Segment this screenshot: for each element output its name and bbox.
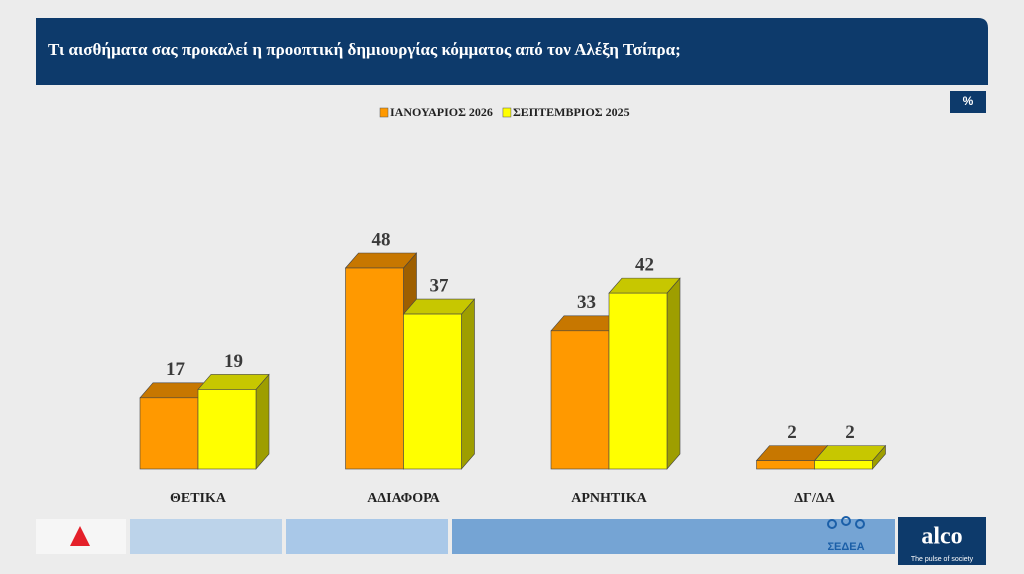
sedea-text: ΣΕΔΕΑ (827, 541, 864, 553)
data-label: 17 (166, 359, 186, 380)
bar (197, 389, 257, 470)
x-tick-label: ΘΕΤΙΚΑ (170, 491, 227, 506)
footer-box (452, 519, 895, 554)
legend-label: ΣΕΠΤΕΜΒΡΙΟΣ 2025 (513, 105, 630, 119)
data-label: 19 (224, 351, 243, 372)
unit-box (950, 91, 986, 113)
x-tick-label: ΔΓ/ΔΑ (794, 491, 835, 506)
data-label: 33 (577, 292, 596, 313)
legend-swatch (379, 107, 389, 118)
bar-side (461, 298, 475, 470)
data-label: 2 (845, 422, 855, 443)
bar (345, 267, 404, 470)
data-label: 42 (635, 254, 654, 275)
plot: ΘΕΤΙΚΑ 17 19 ΑΔΙΑΦΟΡΑ 48 37 ΑΡΝΗΤΙΚΑ 33 42 ΔΓ/ΔΑ 2… (139, 229, 887, 506)
legend-label: ΙΑΝΟΥΑΡΙΟΣ 2026 (390, 105, 493, 119)
sedea-logo (827, 519, 837, 529)
title-bar (36, 18, 988, 85)
footer-box (130, 519, 282, 554)
alco-tagline: The pulse of society (911, 556, 974, 563)
unit-label: % (963, 94, 974, 108)
alco-box (898, 517, 986, 565)
data-label: 37 (430, 275, 450, 296)
data-label: 48 (372, 229, 391, 250)
bar-side (255, 373, 270, 470)
alpha-logo (70, 526, 90, 546)
bar (814, 460, 873, 470)
alco-text: alco (921, 524, 962, 550)
x-tick-label: ΑΔΙΑΦΟΡΑ (367, 491, 440, 506)
data-label: 2 (787, 422, 797, 443)
sedea-logo (855, 519, 865, 529)
chart-title: Τι αισθήματα σας προκαλεί η προοπτική δη… (48, 40, 681, 59)
bar (403, 313, 462, 470)
footer-box (286, 519, 448, 554)
legend-swatch (502, 107, 512, 118)
x-tick-label: ΑΡΝΗΤΙΚΑ (571, 491, 647, 506)
legend: ΙΑΝΟΥΑΡΙΟΣ 2026 ΣΕΠΤΕΜΒΡΙΟΣ 2025 (379, 105, 630, 119)
bar (139, 397, 199, 470)
bar-side (666, 277, 681, 470)
sedea-logo (841, 516, 851, 526)
bar (550, 330, 610, 470)
bar (756, 460, 815, 470)
bar (608, 292, 668, 470)
